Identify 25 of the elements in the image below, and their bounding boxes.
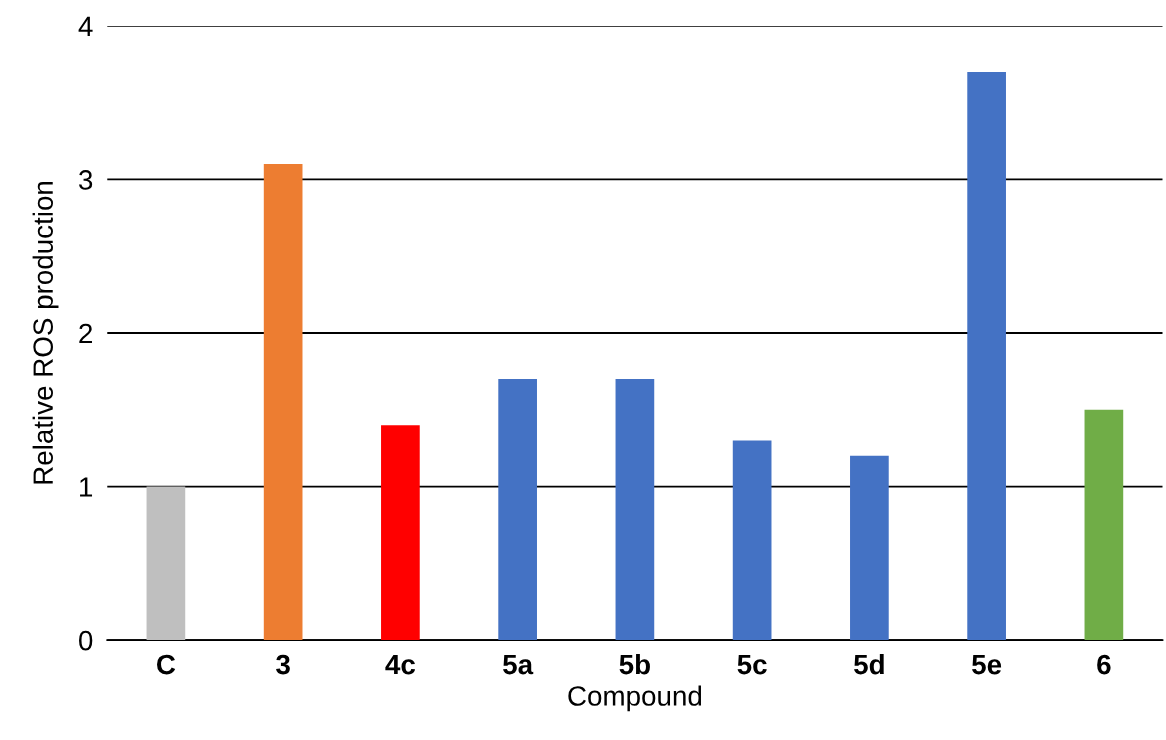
bar (850, 455, 889, 641)
x-tick-label: 4c (385, 655, 416, 675)
x-tick-label: 5e (972, 655, 1002, 675)
x-axis-title: Compound (568, 685, 702, 712)
bar (381, 425, 420, 641)
x-tick-label: 3 (276, 654, 290, 675)
x-tick-label: 5a (503, 655, 534, 675)
x-tick-label: 6 (1097, 654, 1111, 675)
x-tick-label: 5d (854, 653, 884, 675)
y-tick-label: 1 (80, 477, 93, 497)
y-axis-title: Relative ROS production (32, 181, 59, 484)
y-tick-label: 0 (79, 630, 93, 651)
y-tick-label: 4 (78, 16, 93, 36)
bar (615, 379, 655, 641)
y-tick-label: 3 (79, 170, 93, 190)
bar (146, 486, 186, 641)
x-tick-label: C (157, 654, 176, 675)
bar (967, 71, 1006, 641)
bar (732, 440, 772, 641)
x-tick-label: 5b (619, 653, 650, 675)
x-tick-label: 5c (737, 655, 767, 675)
bar (263, 164, 303, 641)
y-tick-label: 2 (79, 323, 92, 344)
bar (498, 379, 537, 641)
bar (1084, 409, 1124, 641)
